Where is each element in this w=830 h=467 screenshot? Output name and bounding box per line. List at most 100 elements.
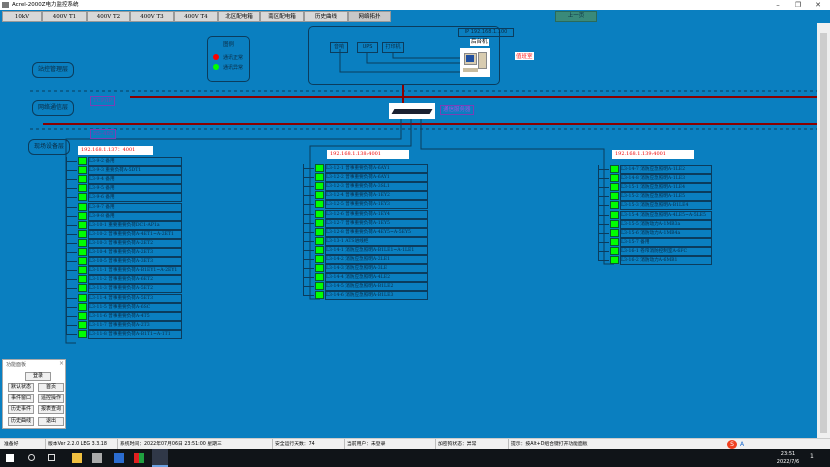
close-button[interactable]: ✕ [815, 1, 821, 9]
tree-connector [598, 169, 609, 170]
restore-button[interactable]: ❐ [794, 1, 802, 9]
device-row[interactable]: L3-11-2 普事重要负荷A-6ET2 [88, 275, 182, 285]
device-row[interactable]: L3-15-2 消防应急照明A-1LE5 [620, 192, 712, 202]
communication-server-icon[interactable] [389, 103, 435, 119]
report-query-button[interactable]: 报表查询 [38, 405, 64, 414]
remote-control-button[interactable]: 遥控操作 [38, 394, 64, 403]
scrollbar-thumb[interactable] [820, 33, 827, 433]
tree-connector [598, 214, 609, 216]
device-row[interactable]: L3-15-3 消防应急照明A-B1LE4 [620, 201, 712, 211]
device-row[interactable]: L3-12-6 普事重要负荷A-1EY4 [325, 209, 428, 219]
tab-network-topology[interactable]: 网络拓扑 [348, 11, 391, 22]
tab-400v-t4[interactable]: 400V T4 [174, 11, 218, 22]
device-row[interactable]: L3-16-1 卷帘消防控制室A-6FC [620, 246, 712, 256]
host-computer-icon[interactable] [460, 48, 490, 77]
prev-page-button[interactable]: 上一页 [555, 11, 597, 22]
topology-canvas: 站控管理层 网络通信层 现场设备层 TCP/IP RS-485 图例 通讯正常 … [0, 23, 817, 438]
device-row[interactable]: L3-11-3 普事重要负荷A-5ET2 [88, 284, 182, 294]
device-row[interactable]: L3-9-2 备用 [88, 157, 182, 166]
device-row[interactable]: L3-11-4 普事重要负荷A-5ET3 [88, 293, 182, 303]
tab-north-box[interactable]: 北区配电箱 [218, 11, 260, 22]
minimize-button[interactable]: – [776, 1, 780, 9]
clock-time[interactable]: 23:51 [780, 451, 796, 457]
device-row[interactable]: L3-10-5 普事重要负荷A-3ET3 [88, 257, 182, 267]
device-row[interactable]: L3-14-2 消防应急照明A-2LE1 [325, 255, 428, 264]
device-row[interactable]: L3-9-4 备用 [88, 175, 182, 185]
device-row[interactable]: L3-14-8 消防应急照明A-1LE3 [620, 174, 712, 184]
device-row[interactable]: L3-15-7 备用 [620, 237, 712, 247]
legend-abnormal-label: 通讯异常 [223, 65, 244, 71]
device-row[interactable]: L3-9-5 备用 [88, 184, 182, 194]
tab-south-box[interactable]: 南区配电箱 [260, 11, 304, 22]
device-status-led [610, 192, 619, 201]
exit-button[interactable]: 退出 [38, 417, 64, 426]
tree-connector [598, 223, 609, 225]
device-row[interactable]: L3-10-1 重要重要负荷DC1-AP1a [88, 220, 182, 230]
tab-400v-t2[interactable]: 400V T2 [87, 11, 130, 22]
task-view-icon[interactable] [48, 454, 55, 461]
vertical-scrollbar[interactable] [817, 23, 830, 438]
start-icon[interactable] [6, 454, 14, 462]
device-row[interactable]: L3-15-5 消防动力A-1MB3a [620, 219, 712, 229]
device-row[interactable]: L3-11-1 普事重要负荷A-B1EY1~A-2EY1 [88, 266, 182, 276]
device-row[interactable]: L3-12-2 普事重要负荷A-6AY1 [325, 173, 428, 183]
home-button[interactable]: 首页 [38, 383, 64, 392]
device-row[interactable]: L3-9-7 备用 [88, 202, 182, 212]
device-status-led [610, 183, 619, 192]
device-row[interactable]: L3-10-4 普事重要负荷A-2ET3 [88, 248, 182, 257]
device-row[interactable]: L3-9-3 重要负荷A-5DT1 [88, 166, 182, 176]
device-row[interactable]: L3-12-8 普事重要负荷A-4EY5~A-5EY5 [325, 227, 428, 237]
device-row[interactable]: L3-15-6 消防动力A-1MB4a [620, 228, 712, 238]
history-event-button[interactable]: 历史事件 [8, 405, 34, 414]
device-row[interactable]: L3-14-3 消防应急照明A-3LE [325, 264, 428, 274]
device-row[interactable]: L3-9-8 备用 [88, 211, 182, 221]
app2-icon[interactable] [134, 453, 144, 463]
history-curve-button[interactable]: 历史曲线 [8, 417, 34, 426]
app-icon[interactable] [92, 453, 102, 463]
tab-10kv[interactable]: 10kV [2, 11, 42, 22]
device-status-led [78, 157, 87, 165]
notification-icon[interactable]: 1 [810, 453, 814, 460]
device-row[interactable]: L3-12-5 普事重要负荷A-1EY3 [325, 200, 428, 210]
default-state-button[interactable]: 默认状态 [8, 383, 34, 392]
panel-close-button[interactable]: × [59, 360, 65, 367]
ime-mode[interactable]: A [740, 441, 745, 448]
device-row[interactable]: L3-11-8 普事重要负荷A-B1T1~A-1T1 [88, 329, 182, 339]
device-row[interactable]: L3-14-7 消防应急照明A-1LE2 [620, 165, 712, 174]
word-icon[interactable] [114, 453, 124, 463]
device-row[interactable]: L3-12-3 普事重要负荷A-3SL1 [325, 182, 428, 192]
ime-sogou-icon[interactable]: S [727, 440, 737, 449]
device-row[interactable]: L3-14-5 消防应急照明A-B1LE2 [325, 282, 428, 292]
device-row[interactable]: L3-11-6 普事重要负荷A-4T5 [88, 311, 182, 321]
tab-history-curve[interactable]: 历史曲线 [304, 11, 348, 22]
tab-400v-t3[interactable]: 400V T3 [130, 11, 174, 22]
device-row[interactable]: L3-10-2 普事重要负荷A-4ET1~A-2ET1 [88, 229, 182, 239]
search-icon[interactable] [28, 454, 35, 461]
device-row[interactable]: L3-14-6 消防应急照明A-B1LE3 [325, 291, 428, 301]
acrel-app-taskbar-icon[interactable] [152, 449, 168, 467]
device-status-led [78, 275, 87, 284]
device-row[interactable]: L3-14-4 消防应急照明A-4LE2 [325, 273, 428, 283]
device-row[interactable]: L3-12-7 普事重要负荷A-1EY5 [325, 218, 428, 228]
event-window-button[interactable]: 事件窗口 [8, 394, 34, 403]
device-row[interactable]: L3-16-2 消防动力A-6MB1 [620, 256, 712, 265]
device-row[interactable]: L3-14-1 消防应急照明A-B1LE1~A-1LE1 [325, 245, 428, 255]
tree-connector [598, 196, 609, 198]
device-row[interactable]: L3-12-4 普事重要负荷A-1EY2 [325, 191, 428, 201]
device-row[interactable]: L3-11-5 普事重要负荷A-6SC [88, 302, 182, 312]
device-row[interactable]: L3-13-1 ATS进线柜 [325, 236, 428, 246]
ups-box: UPS [357, 42, 378, 53]
tree-trunk [303, 164, 304, 297]
device-row[interactable]: L3-12-1 普事重要负荷A-6AY1 [325, 164, 428, 173]
device-row[interactable]: L3-10-3 普事重要负荷A-2ET2 [88, 238, 182, 248]
clock-date[interactable]: 2022/7/6 [776, 459, 800, 465]
tab-400v-t1[interactable]: 400V T1 [42, 11, 87, 22]
file-explorer-icon[interactable] [72, 453, 82, 463]
device-row[interactable]: L3-11-7 普事重要负荷A-2T3 [88, 320, 182, 330]
tree-connector [303, 204, 314, 206]
device-row[interactable]: L3-9-6 备用 [88, 193, 182, 203]
login-button[interactable]: 登录 [25, 372, 51, 381]
device-row[interactable]: L3-15-1 消防应急照明A-1LE4 [620, 183, 712, 193]
device-row[interactable]: L3-15-4 消防应急照明A-4LE5~A-5LE5 [620, 210, 712, 220]
device-status-led [610, 256, 619, 264]
